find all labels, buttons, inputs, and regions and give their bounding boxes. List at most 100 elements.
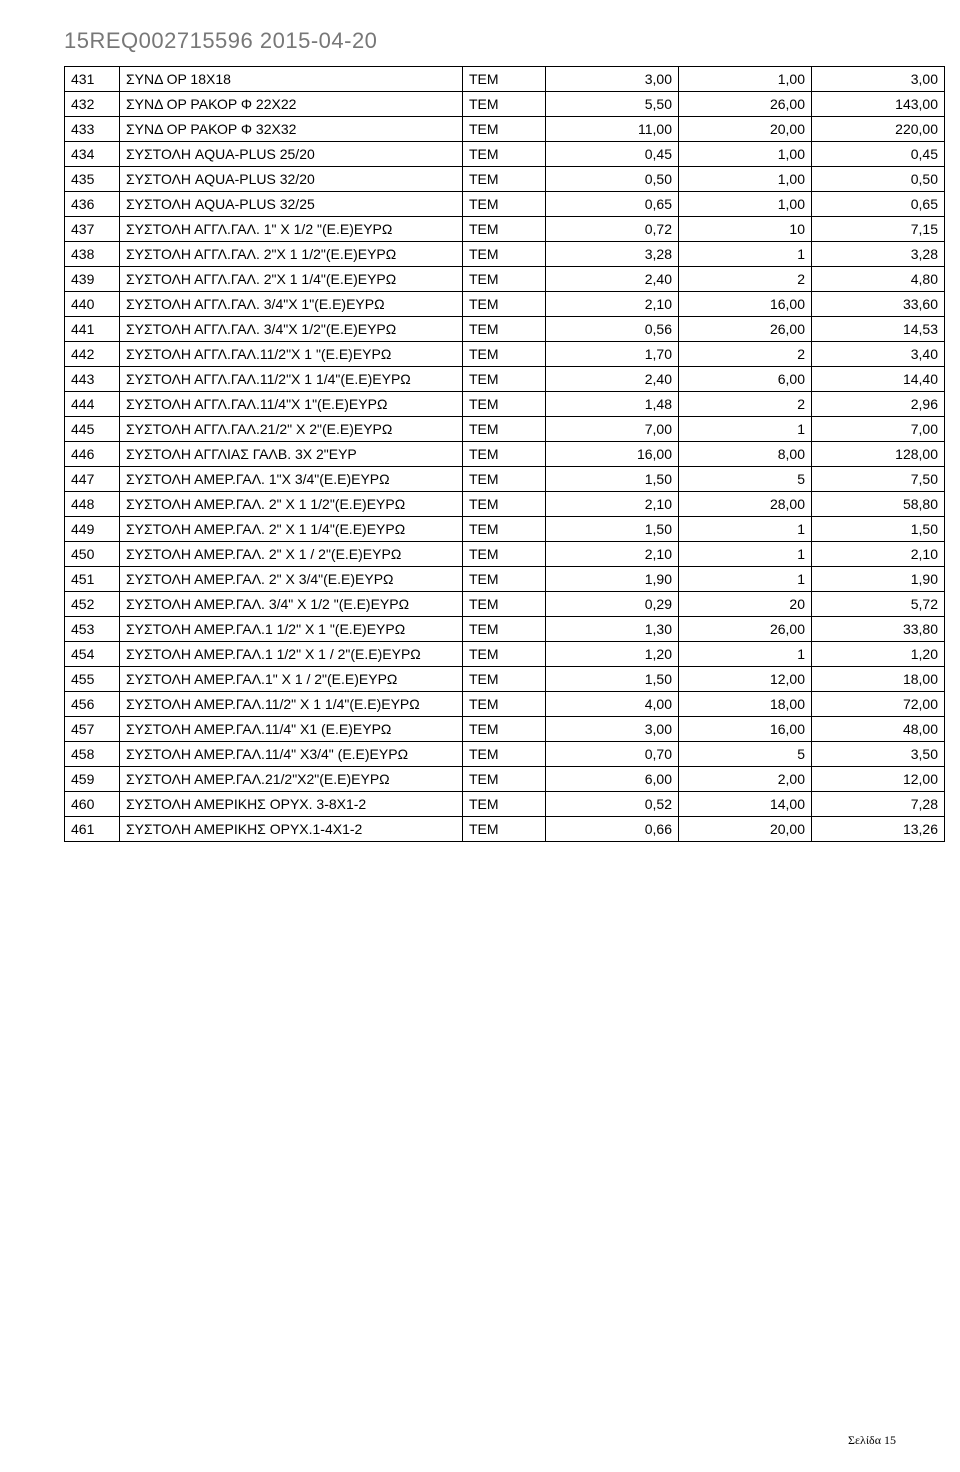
table-cell: 2,10	[546, 492, 679, 517]
table-cell: ΣΥΣΤΟΛΗ ΑΜΕΡ.ΓΑΛ. 2" Χ 1 1/2"(Ε.Ε)ΕΥΡΩ	[120, 492, 463, 517]
table-cell: 13,26	[812, 817, 945, 842]
table-cell: 20,00	[679, 817, 812, 842]
table-cell: 438	[65, 242, 120, 267]
table-cell: 3,50	[812, 742, 945, 767]
table-cell: 444	[65, 392, 120, 417]
table-cell: ΣΥΣΤΟΛΗ ΑΜΕΡΙΚΗΣ ΟΡΥΧ.1-4Χ1-2	[120, 817, 463, 842]
table-row: 453ΣΥΣΤΟΛΗ ΑΜΕΡ.ΓΑΛ.1 1/2" Χ 1 "(Ε.Ε)ΕΥΡ…	[65, 617, 945, 642]
table-cell: ΤΕΜ	[463, 217, 546, 242]
table-cell: ΤΕΜ	[463, 617, 546, 642]
table-cell: 450	[65, 542, 120, 567]
table-row: 445ΣΥΣΤΟΛΗ ΑΓΓΛ.ΓΑΛ.21/2" Χ 2"(Ε.Ε)ΕΥΡΩΤ…	[65, 417, 945, 442]
table-cell: 458	[65, 742, 120, 767]
table-cell: 440	[65, 292, 120, 317]
table-cell: 2,10	[546, 292, 679, 317]
table-cell: 0,50	[546, 167, 679, 192]
table-cell: 439	[65, 267, 120, 292]
table-row: 449ΣΥΣΤΟΛΗ ΑΜΕΡ.ΓΑΛ. 2" Χ 1 1/4"(Ε.Ε)ΕΥΡ…	[65, 517, 945, 542]
table-cell: 2,10	[546, 542, 679, 567]
table-cell: ΤΕΜ	[463, 492, 546, 517]
table-row: 459ΣΥΣΤΟΛΗ ΑΜΕΡ.ΓΑΛ.21/2"Χ2"(Ε.Ε)ΕΥΡΩΤΕΜ…	[65, 767, 945, 792]
table-cell: ΣΥΣΤΟΛΗ AQUA-PLUS 32/25	[120, 192, 463, 217]
table-cell: 143,00	[812, 92, 945, 117]
table-cell: 443	[65, 367, 120, 392]
table-cell: 1	[679, 242, 812, 267]
table-cell: 1,50	[546, 517, 679, 542]
table-cell: 459	[65, 767, 120, 792]
table-cell: 0,52	[546, 792, 679, 817]
table-row: 439ΣΥΣΤΟΛΗ ΑΓΓΛ.ΓΑΛ. 2"Χ 1 1/4"(Ε.Ε)ΕΥΡΩ…	[65, 267, 945, 292]
table-cell: ΣΥΣΤΟΛΗ ΑΓΓΛ.ΓΑΛ. 1" Χ 1/2 "(Ε.Ε)ΕΥΡΩ	[120, 217, 463, 242]
table-row: 460ΣΥΣΤΟΛΗ ΑΜΕΡΙΚΗΣ ΟΡΥΧ. 3-8Χ1-2ΤΕΜ0,52…	[65, 792, 945, 817]
table-cell: 11,00	[546, 117, 679, 142]
table-cell: ΤΕΜ	[463, 67, 546, 92]
table-cell: ΣΥΣΤΟΛΗ ΑΜΕΡ.ΓΑΛ. 1"Χ 3/4"(Ε.Ε)ΕΥΡΩ	[120, 467, 463, 492]
table-cell: ΤΕΜ	[463, 342, 546, 367]
table-row: 437ΣΥΣΤΟΛΗ ΑΓΓΛ.ΓΑΛ. 1" Χ 1/2 "(Ε.Ε)ΕΥΡΩ…	[65, 217, 945, 242]
table-cell: ΤΕΜ	[463, 517, 546, 542]
document-header: 15REQ002715596 2015-04-20	[64, 28, 896, 54]
table-cell: 0,66	[546, 817, 679, 842]
table-cell: ΤΕΜ	[463, 317, 546, 342]
table-cell: 58,80	[812, 492, 945, 517]
table-cell: 20,00	[679, 117, 812, 142]
table-cell: ΣΥΣΤΟΛΗ ΑΜΕΡ.ΓΑΛ.11/2" Χ 1 1/4"(Ε.Ε)ΕΥΡΩ	[120, 692, 463, 717]
table-cell: 2,10	[812, 542, 945, 567]
table-row: 461ΣΥΣΤΟΛΗ ΑΜΕΡΙΚΗΣ ΟΡΥΧ.1-4Χ1-2ΤΕΜ0,662…	[65, 817, 945, 842]
table-row: 452ΣΥΣΤΟΛΗ ΑΜΕΡ.ΓΑΛ. 3/4" Χ 1/2 "(Ε.Ε)ΕΥ…	[65, 592, 945, 617]
table-row: 440ΣΥΣΤΟΛΗ ΑΓΓΛ.ΓΑΛ. 3/4"Χ 1"(Ε.Ε)ΕΥΡΩΤΕ…	[65, 292, 945, 317]
table-cell: 1,90	[812, 567, 945, 592]
table-cell: 1,50	[546, 467, 679, 492]
table-cell: 432	[65, 92, 120, 117]
table-cell: 14,00	[679, 792, 812, 817]
table-cell: ΤΕΜ	[463, 242, 546, 267]
table-cell: 2,96	[812, 392, 945, 417]
table-row: 431ΣΥΝΔ ΟΡ 18Χ18ΤΕΜ3,001,003,00	[65, 67, 945, 92]
table-cell: 3,28	[546, 242, 679, 267]
table-cell: ΣΥΣΤΟΛΗ ΑΜΕΡ.ΓΑΛ. 2" Χ 3/4"(Ε.Ε)ΕΥΡΩ	[120, 567, 463, 592]
table-cell: 7,00	[812, 417, 945, 442]
table-row: 432ΣΥΝΔ ΟΡ ΡΑΚΟΡ Φ 22Χ22ΤΕΜ5,5026,00143,…	[65, 92, 945, 117]
table-cell: 2,40	[546, 267, 679, 292]
table-cell: ΤΕΜ	[463, 442, 546, 467]
table-cell: ΤΕΜ	[463, 592, 546, 617]
table-cell: 434	[65, 142, 120, 167]
table-cell: ΣΥΝΔ ΟΡ ΡΑΚΟΡ Φ 22Χ22	[120, 92, 463, 117]
table-cell: ΤΕΜ	[463, 267, 546, 292]
pricing-table-body: 431ΣΥΝΔ ΟΡ 18Χ18ΤΕΜ3,001,003,00432ΣΥΝΔ Ο…	[65, 67, 945, 842]
table-cell: 0,56	[546, 317, 679, 342]
table-cell: ΣΥΣΤΟΛΗ ΑΓΓΛ.ΓΑΛ.11/4"Χ 1"(Ε.Ε)ΕΥΡΩ	[120, 392, 463, 417]
table-cell: 3,28	[812, 242, 945, 267]
table-cell: ΣΥΣΤΟΛΗ ΑΓΓΛ.ΓΑΛ. 3/4"Χ 1"(Ε.Ε)ΕΥΡΩ	[120, 292, 463, 317]
table-cell: 449	[65, 517, 120, 542]
table-cell: 431	[65, 67, 120, 92]
table-cell: 12,00	[679, 667, 812, 692]
table-cell: 453	[65, 617, 120, 642]
table-cell: 1,50	[546, 667, 679, 692]
table-cell: ΤΕΜ	[463, 392, 546, 417]
table-cell: 7,15	[812, 217, 945, 242]
table-cell: 1,70	[546, 342, 679, 367]
table-row: 454ΣΥΣΤΟΛΗ ΑΜΕΡ.ΓΑΛ.1 1/2" Χ 1 / 2"(Ε.Ε)…	[65, 642, 945, 667]
table-cell: 8,00	[679, 442, 812, 467]
table-cell: 7,28	[812, 792, 945, 817]
table-cell: 436	[65, 192, 120, 217]
table-cell: ΣΥΣΤΟΛΗ ΑΜΕΡ.ΓΑΛ. 2" Χ 1 / 2"(Ε.Ε)ΕΥΡΩ	[120, 542, 463, 567]
table-cell: 16,00	[546, 442, 679, 467]
table-cell: 48,00	[812, 717, 945, 742]
table-cell: 1	[679, 642, 812, 667]
table-cell: 1	[679, 517, 812, 542]
table-cell: ΣΥΣΤΟΛΗ ΑΜΕΡ.ΓΑΛ.1" Χ 1 / 2"(Ε.Ε)ΕΥΡΩ	[120, 667, 463, 692]
table-cell: 16,00	[679, 292, 812, 317]
table-cell: ΤΕΜ	[463, 417, 546, 442]
table-cell: ΤΕΜ	[463, 92, 546, 117]
table-cell: 2,00	[679, 767, 812, 792]
page-footer: Σελίδα 15	[848, 1433, 896, 1448]
table-cell: 26,00	[679, 317, 812, 342]
table-cell: 447	[65, 467, 120, 492]
table-cell: 20	[679, 592, 812, 617]
table-cell: 0,45	[812, 142, 945, 167]
table-cell: 452	[65, 592, 120, 617]
table-cell: 446	[65, 442, 120, 467]
table-row: 447ΣΥΣΤΟΛΗ ΑΜΕΡ.ΓΑΛ. 1"Χ 3/4"(Ε.Ε)ΕΥΡΩΤΕ…	[65, 467, 945, 492]
